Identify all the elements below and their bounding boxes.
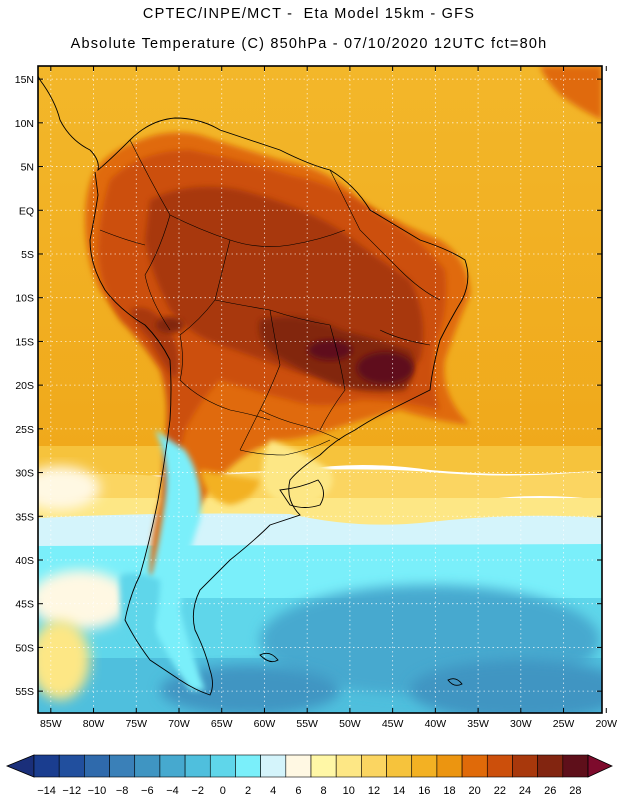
chart-title-line1: CPTEC/INPE/MCT - Eta Model 15km - GFS <box>142 6 476 22</box>
longitude-axis: 85W 80W 75W 70W 65W 60W 55W 50W 45W 40W 35W 30W 25W 2… <box>40 66 617 730</box>
lat-tick-label: EQ <box>19 205 34 217</box>
legend-swatch <box>58 754 85 778</box>
lon-tick-label: 20W <box>595 718 617 730</box>
lat-tick-label: 45S <box>15 599 34 611</box>
legend-label: −14 <box>37 785 56 797</box>
legend-labels: −14 −12 −10 −8 −6 −4 −2 0 2 4 6 8 10 12 14 16 18 20 22 24 26… <box>37 785 581 797</box>
legend-swatch <box>436 754 463 778</box>
country-borders <box>99 139 441 456</box>
legend-swatch <box>84 754 110 778</box>
legend-swatch <box>512 754 538 778</box>
lon-tick-label: 75W <box>125 718 147 730</box>
lat-tick-label: 40S <box>15 555 34 567</box>
legend-label: 2 <box>245 785 251 797</box>
legend-label: 0 <box>220 785 226 797</box>
lon-tick-label: 40W <box>425 718 447 730</box>
legend-label: 28 <box>569 785 581 797</box>
map-field <box>38 66 602 713</box>
lon-tick-label: 60W <box>254 718 276 730</box>
legend-label: 16 <box>418 785 430 797</box>
legend-label: 24 <box>519 785 531 797</box>
legend-swatch <box>461 754 488 778</box>
lat-tick-label: 50S <box>15 642 34 654</box>
legend-label: 20 <box>469 785 481 797</box>
lat-tick-label: 20S <box>15 380 34 392</box>
lon-tick-label: 45W <box>382 718 404 730</box>
legend-label: 6 <box>295 785 301 797</box>
legend-swatch <box>486 754 513 778</box>
lon-tick-label: 85W <box>40 718 62 730</box>
lon-tick-label: 30W <box>510 718 532 730</box>
legend-swatch <box>411 754 438 778</box>
legend-label: 12 <box>368 785 380 797</box>
lon-tick-label: 25W <box>553 718 575 730</box>
legend-swatch <box>386 754 413 778</box>
coastline <box>38 74 469 696</box>
legend-swatch <box>537 754 564 778</box>
legend-swatch <box>285 754 312 778</box>
legend-swatch <box>134 754 161 778</box>
legend-label: 22 <box>494 785 506 797</box>
lat-tick-label: 55S <box>15 686 34 698</box>
legend-colorbar <box>5 754 613 778</box>
legend-swatch <box>260 754 287 778</box>
lon-tick-label: 35W <box>467 718 489 730</box>
legend-swatch <box>310 754 337 778</box>
legend-swatch <box>335 754 362 778</box>
lat-tick-label: 10S <box>15 293 34 305</box>
lon-tick-label: 65W <box>211 718 233 730</box>
legend-swatch <box>159 754 186 778</box>
legend-swatch <box>209 754 236 778</box>
lat-tick-label: 15N <box>15 74 34 86</box>
lon-tick-label: 50W <box>339 718 361 730</box>
legend-label: −6 <box>141 785 154 797</box>
lat-tick-label: 5S <box>21 249 34 261</box>
legend-label: 14 <box>393 785 405 797</box>
legend-swatch <box>361 754 387 778</box>
legend-label: 26 <box>544 785 556 797</box>
legend-label: 10 <box>343 785 355 797</box>
lon-tick-label: 55W <box>296 718 318 730</box>
temperature-map: 15N 10N 5N EQ 5S 10S 15S 20S 25S 30S 35S 40S 45S 50S 5… <box>15 65 617 730</box>
legend-swatch <box>184 754 211 778</box>
lat-tick-label: 35S <box>15 511 34 523</box>
legend-label: 4 <box>270 785 276 797</box>
lat-tick-label: 15S <box>15 336 34 348</box>
latitude-axis: 15N 10N 5N EQ 5S 10S 15S 20S 25S 30S 35S 40S 45S 50S 5… <box>15 74 602 698</box>
legend-under-arrow <box>5 754 35 778</box>
legend-swatch <box>109 754 136 778</box>
legend-swatch <box>33 754 60 778</box>
legend-over-arrow <box>587 754 613 778</box>
lat-tick-label: 30S <box>15 468 34 480</box>
lon-tick-label: 70W <box>168 718 190 730</box>
color-legend: −14 −12 −10 −8 −6 −4 −2 0 2 4 6 8 10 12 14 16 18 20 22 24 26… <box>5 754 613 797</box>
legend-swatch <box>562 754 589 778</box>
legend-swatch <box>235 754 261 778</box>
legend-label: 18 <box>443 785 455 797</box>
lat-tick-label: 5N <box>21 162 34 174</box>
legend-label: −12 <box>62 785 81 797</box>
legend-label: 8 <box>321 785 327 797</box>
chart-title-line2: Absolute Temperature (C) 850hPa - 07/10/… <box>70 36 548 52</box>
legend-label: −2 <box>191 785 204 797</box>
lat-tick-label: 25S <box>15 424 34 436</box>
lat-tick-label: 10N <box>15 118 34 130</box>
lon-tick-label: 80W <box>83 718 105 730</box>
map-frame <box>37 65 603 714</box>
legend-label: −4 <box>166 785 179 797</box>
legend-label: −8 <box>116 785 129 797</box>
legend-label: −10 <box>88 785 107 797</box>
